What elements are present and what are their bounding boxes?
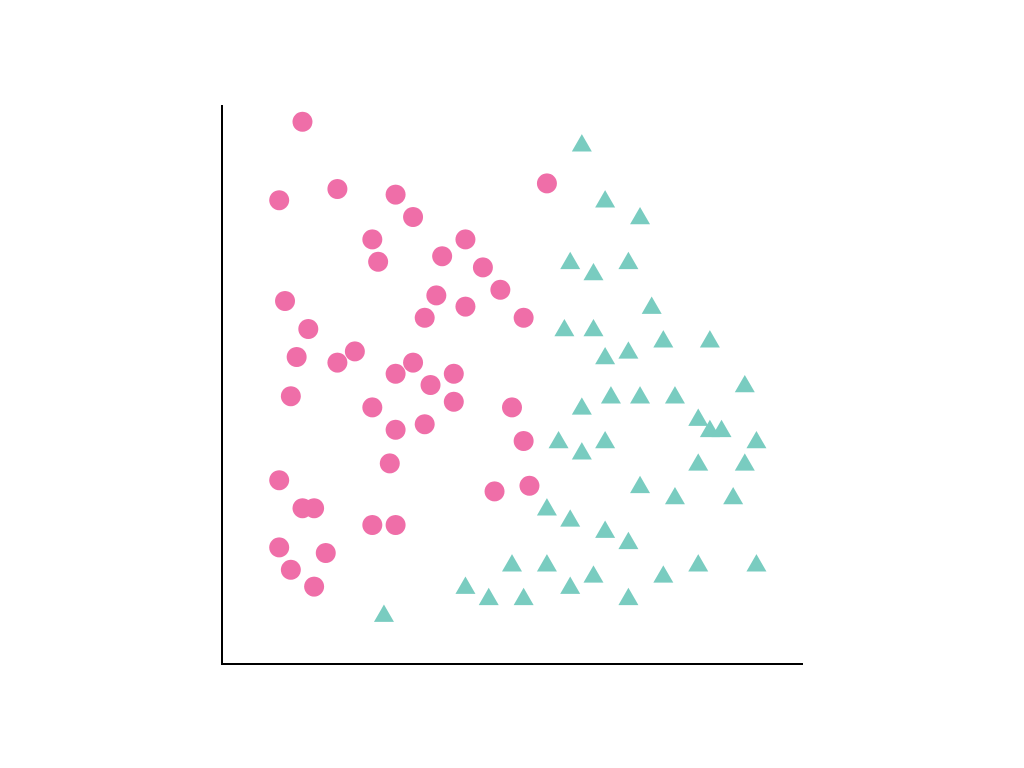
scatter-point-triangle	[572, 397, 592, 414]
scatter-point-circle	[304, 577, 324, 597]
scatter-point-triangle	[630, 386, 650, 403]
scatter-point-circle	[298, 319, 318, 339]
scatter-point-circle	[287, 347, 307, 367]
scatter-point-triangle	[746, 554, 766, 571]
scatter-point-circle	[281, 560, 301, 580]
scatter-point-circle	[415, 308, 435, 328]
scatter-point-triangle	[700, 330, 720, 347]
scatter-chart	[221, 105, 803, 665]
scatter-point-circle	[345, 341, 365, 361]
scatter-point-triangle	[630, 207, 650, 224]
scatter-point-triangle	[642, 297, 662, 314]
scatter-point-triangle	[688, 409, 708, 426]
scatter-point-triangle	[479, 588, 499, 605]
scatter-point-triangle	[723, 487, 743, 504]
scatter-point-circle	[455, 229, 475, 249]
scatter-point-circle	[432, 246, 452, 266]
scatter-point-triangle	[514, 588, 534, 605]
scatter-point-triangle	[537, 498, 557, 515]
scatter-svg	[221, 105, 803, 665]
scatter-point-circle	[386, 185, 406, 205]
scatter-point-circle	[386, 515, 406, 535]
scatter-point-triangle	[630, 476, 650, 493]
scatter-point-circle	[421, 375, 441, 395]
scatter-point-circle	[269, 190, 289, 210]
scatter-point-triangle	[502, 554, 522, 571]
scatter-point-triangle	[653, 330, 673, 347]
scatter-point-triangle	[572, 134, 592, 151]
scatter-point-triangle	[537, 554, 557, 571]
scatter-point-circle	[426, 285, 446, 305]
scatter-point-triangle	[455, 577, 475, 594]
scatter-point-triangle	[746, 431, 766, 448]
scatter-point-circle	[444, 364, 464, 384]
scatter-point-circle	[269, 537, 289, 557]
scatter-point-triangle	[618, 341, 638, 358]
y-axis	[221, 105, 223, 665]
scatter-point-triangle	[549, 431, 569, 448]
scatter-point-triangle	[665, 487, 685, 504]
scatter-point-circle	[514, 431, 534, 451]
scatter-point-triangle	[735, 453, 755, 470]
scatter-point-triangle	[583, 319, 603, 336]
scatter-point-circle	[386, 364, 406, 384]
scatter-point-triangle	[554, 319, 574, 336]
scatter-point-circle	[519, 476, 539, 496]
scatter-point-circle	[380, 453, 400, 473]
scatter-point-circle	[275, 291, 295, 311]
scatter-point-triangle	[735, 375, 755, 392]
scatter-point-circle	[502, 397, 522, 417]
scatter-point-triangle	[618, 532, 638, 549]
x-axis	[221, 663, 803, 665]
scatter-point-triangle	[595, 431, 615, 448]
scatter-point-triangle	[560, 577, 580, 594]
scatter-point-circle	[403, 353, 423, 373]
scatter-point-triangle	[595, 347, 615, 364]
scatter-point-circle	[415, 414, 435, 434]
scatter-point-triangle	[688, 554, 708, 571]
scatter-point-triangle	[688, 453, 708, 470]
scatter-point-circle	[386, 420, 406, 440]
scatter-point-triangle	[595, 521, 615, 538]
scatter-point-circle	[316, 543, 336, 563]
scatter-point-circle	[485, 481, 505, 501]
scatter-point-triangle	[583, 263, 603, 280]
scatter-point-triangle	[595, 190, 615, 207]
scatter-point-circle	[269, 470, 289, 490]
scatter-point-triangle	[618, 588, 638, 605]
scatter-point-triangle	[665, 386, 685, 403]
scatter-point-triangle	[560, 252, 580, 269]
scatter-point-circle	[281, 386, 301, 406]
scatter-point-triangle	[572, 442, 592, 459]
scatter-point-circle	[368, 252, 388, 272]
scatter-point-circle	[304, 498, 324, 518]
scatter-point-triangle	[618, 252, 638, 269]
scatter-point-triangle	[653, 565, 673, 582]
scatter-point-circle	[514, 308, 534, 328]
scatter-point-circle	[292, 112, 312, 132]
scatter-point-circle	[403, 207, 423, 227]
scatter-point-triangle	[560, 509, 580, 526]
scatter-point-circle	[490, 280, 510, 300]
scatter-point-circle	[362, 397, 382, 417]
scatter-point-triangle	[601, 386, 621, 403]
scatter-point-circle	[473, 257, 493, 277]
scatter-point-circle	[362, 229, 382, 249]
plot-area	[221, 105, 803, 665]
scatter-point-triangle	[583, 565, 603, 582]
scatter-point-circle	[327, 353, 347, 373]
scatter-point-circle	[327, 179, 347, 199]
scatter-point-circle	[537, 173, 557, 193]
scatter-point-circle	[455, 297, 475, 317]
scatter-point-circle	[444, 392, 464, 412]
scatter-point-circle	[362, 515, 382, 535]
scatter-point-triangle	[374, 605, 394, 622]
